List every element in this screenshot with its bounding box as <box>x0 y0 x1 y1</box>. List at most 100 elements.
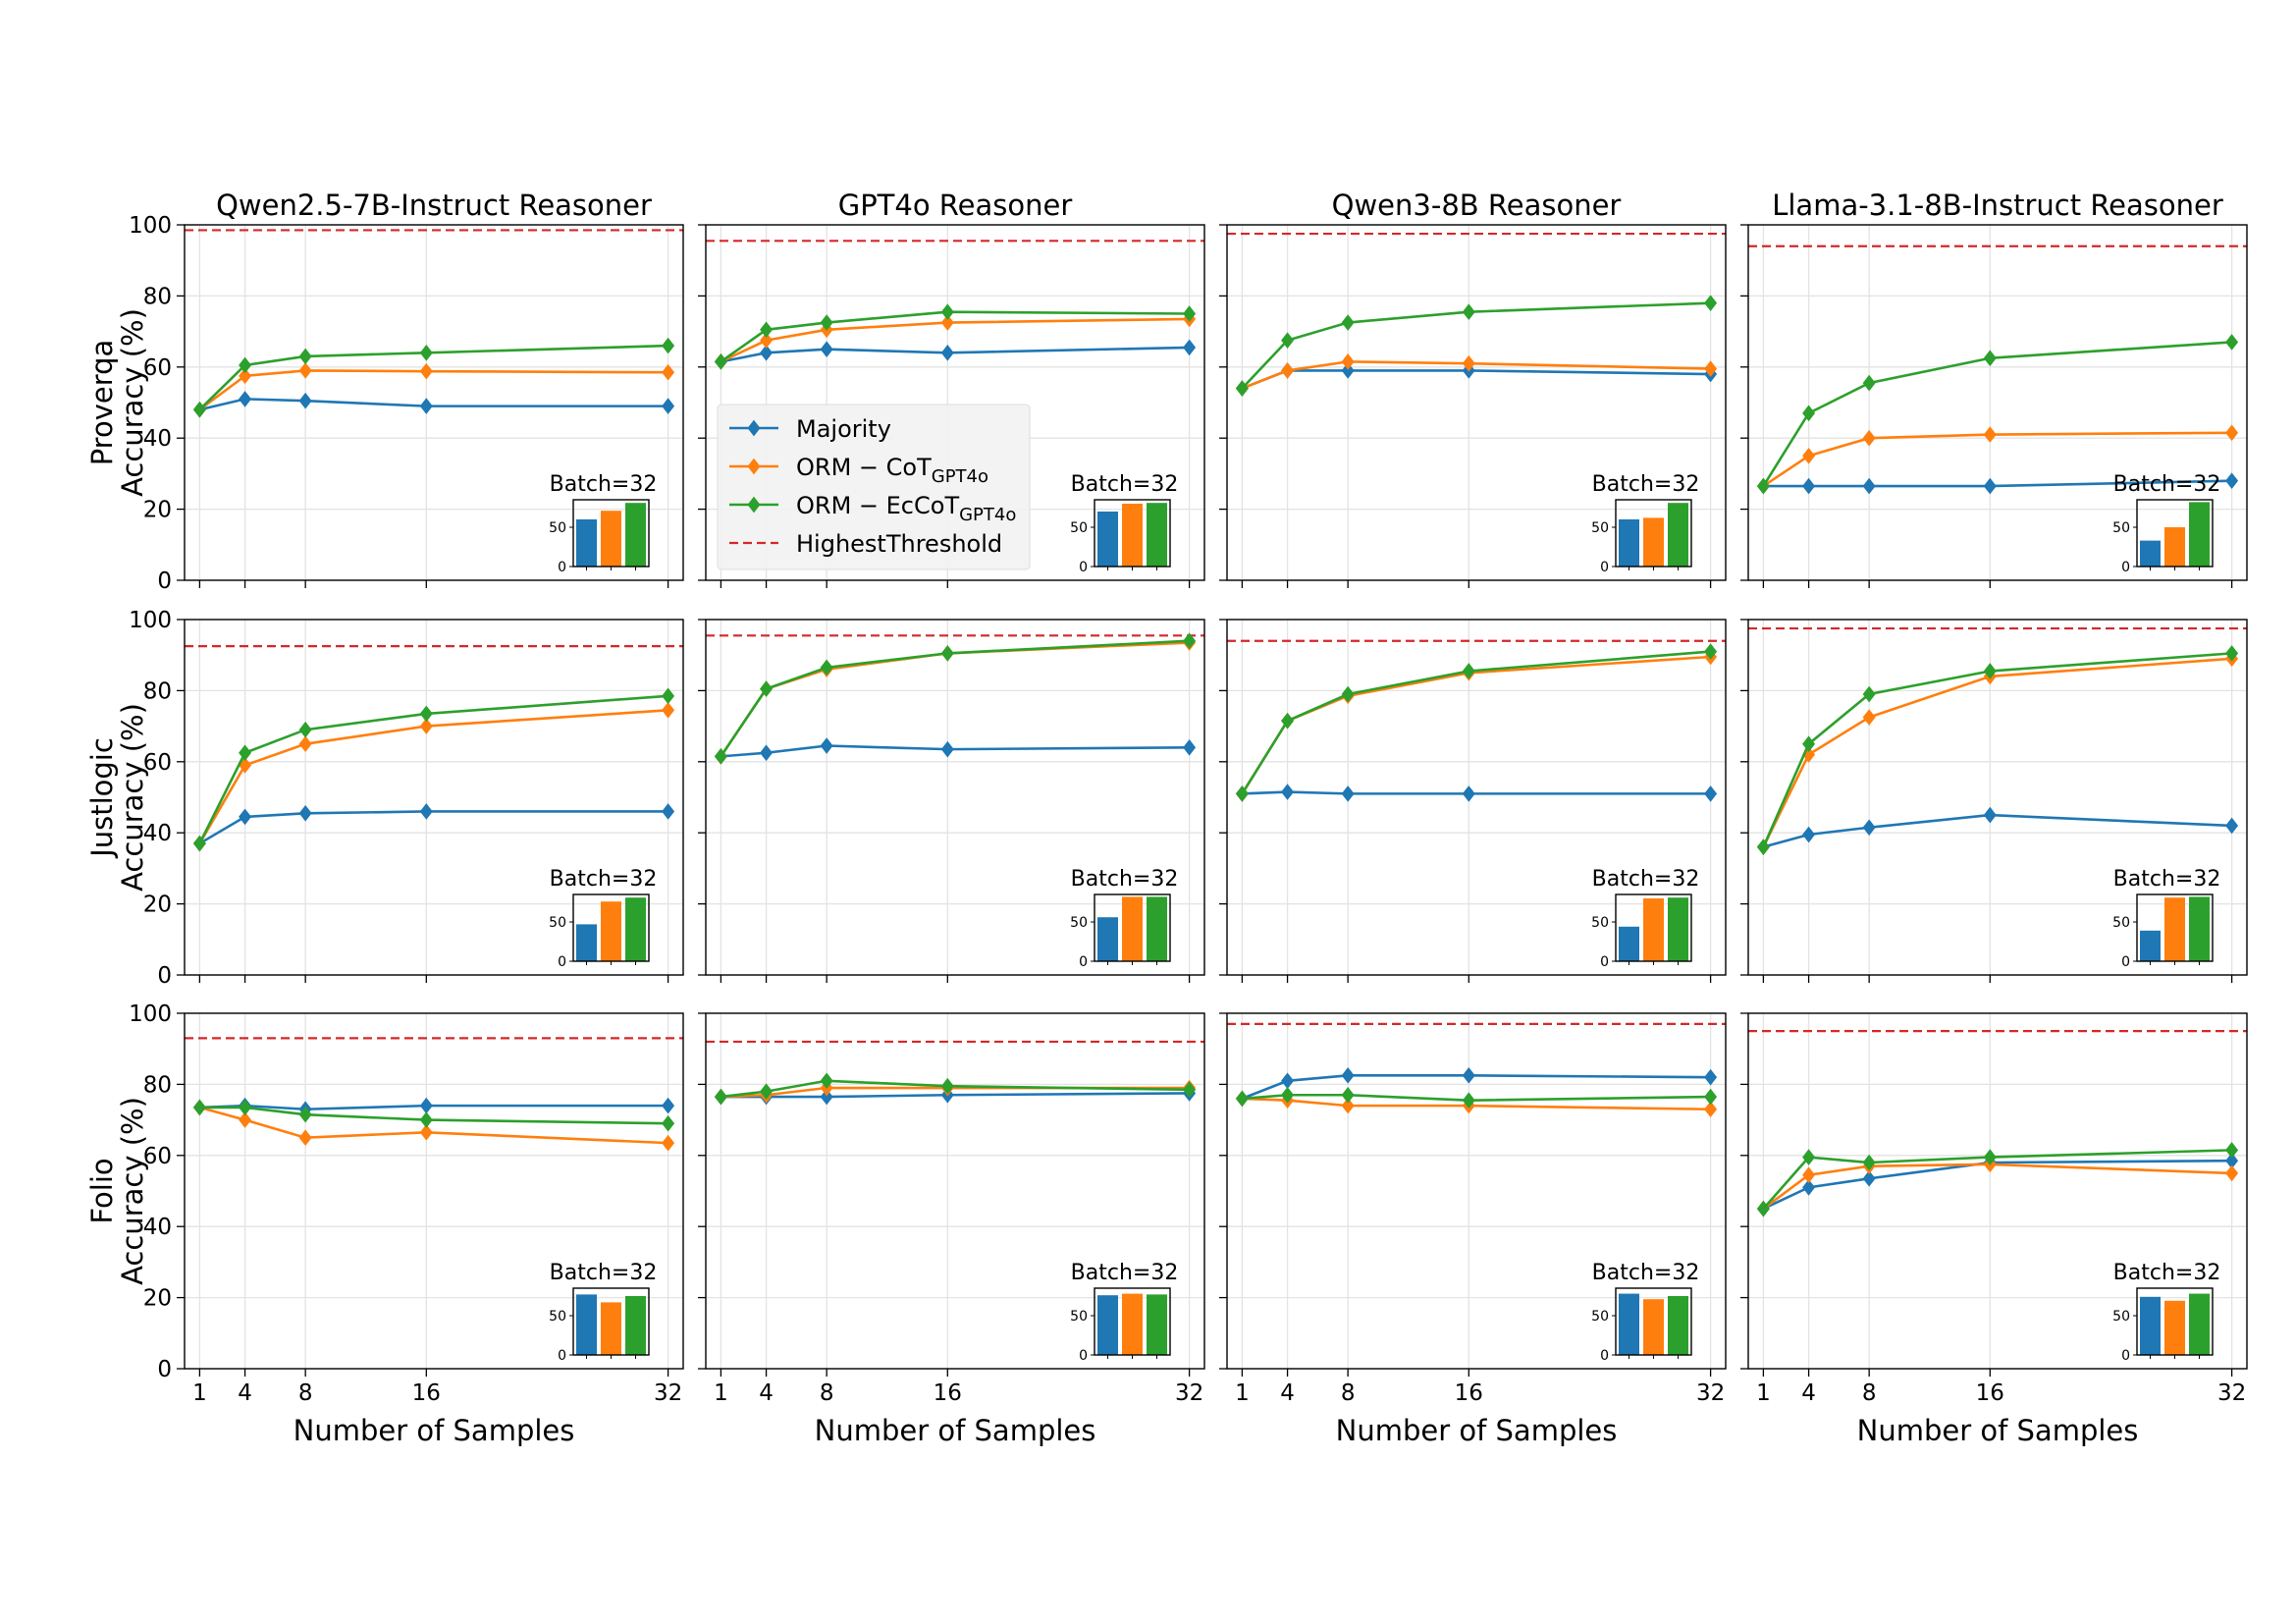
xtick-label-1: 1 <box>714 1380 728 1406</box>
series-line-majority <box>1242 790 1711 795</box>
series-line-orm_cot <box>199 1106 668 1145</box>
point-orm_eccot-16 <box>1983 1149 1997 1165</box>
point-majority-4 <box>1281 784 1295 800</box>
inset-bar-majority <box>576 519 597 567</box>
legend-marker-3 <box>747 496 761 514</box>
point-majority-32 <box>2225 472 2239 489</box>
xtick-label-4: 4 <box>759 1380 774 1406</box>
inset-bar-majority <box>1619 519 1639 567</box>
xtick-label-8: 8 <box>298 1380 313 1406</box>
point-orm_eccot-1 <box>1756 839 1770 855</box>
xtick-label-32: 32 <box>1175 1380 1203 1406</box>
ytick-label-40: 40 <box>143 1215 172 1240</box>
point-orm_cot-4 <box>1802 447 1816 464</box>
ytick-label-100: 100 <box>129 608 172 633</box>
point-orm_eccot-4 <box>239 356 252 374</box>
series-line-orm_eccot <box>1242 1093 1711 1102</box>
series-line-majority <box>721 1092 1190 1099</box>
axes-frame <box>705 619 1205 976</box>
xtick-label-32: 32 <box>654 1380 682 1406</box>
point-orm_eccot-16 <box>1462 303 1475 321</box>
point-orm_eccot-4 <box>1281 1086 1295 1104</box>
inset-bar-chart: 0 50 Batch=32 <box>1070 472 1178 575</box>
ytick-label-100: 100 <box>129 213 172 239</box>
point-orm_eccot-32 <box>2225 334 2239 351</box>
panel-r3-c3: 1 4 8 16 32 Number of Samples 0 50 Batch=32 <box>1219 1012 1727 1447</box>
point-orm_cot-16 <box>1983 426 1997 443</box>
ytick-label-20: 20 <box>143 893 172 918</box>
xtick-label-4: 4 <box>1801 1380 1816 1406</box>
inset-ytick-label-50: 50 <box>1070 1309 1088 1325</box>
inset-bar-chart: 0 50 Batch=32 <box>1591 1261 1699 1364</box>
inset-bar-orm_cot <box>601 1302 621 1355</box>
inset-ytick-label-50: 50 <box>1591 520 1609 536</box>
inset-ytick-label-50: 50 <box>2112 915 2130 931</box>
point-majority-8 <box>1341 785 1355 802</box>
inset-bar-chart: 0 50 Batch=32 <box>2112 867 2220 970</box>
inset-bar-orm_eccot <box>625 503 646 567</box>
point-orm_eccot-1 <box>714 1088 727 1106</box>
point-majority-32 <box>1183 339 1197 356</box>
point-orm_cot-16 <box>419 718 433 734</box>
panel-r3-c1: 1 4 8 16 32 0 20 40 60 80 100 Number of Samples Foli… <box>85 1001 684 1447</box>
inset-ytick-label-50: 50 <box>549 915 566 931</box>
inset-ytick-label-0: 0 <box>2121 560 2130 575</box>
ytick-label-80: 80 <box>143 284 172 309</box>
ytick-label-20: 20 <box>143 498 172 523</box>
ytick-label-80: 80 <box>143 1072 172 1098</box>
point-orm_eccot-4 <box>1281 712 1295 730</box>
inset-bar-orm_eccot <box>1668 1296 1688 1355</box>
point-orm_eccot-16 <box>1462 1092 1475 1109</box>
inset-ytick-label-50: 50 <box>549 1309 566 1325</box>
inset-bar-majority <box>1097 917 1118 961</box>
axes-frame <box>184 224 684 581</box>
x-axis-label: Number of Samples <box>1336 1414 1618 1447</box>
panel-r2-c1: 0 20 40 60 80 100 JustlogicAccuracy (%) 0 50 Batc… <box>85 608 684 989</box>
point-orm_eccot-32 <box>662 687 675 705</box>
xtick-label-8: 8 <box>1341 1380 1356 1406</box>
point-orm_eccot-32 <box>1183 632 1197 650</box>
inset-bar-chart: 0 50 Batch=32 <box>1591 867 1699 970</box>
series-line-orm_eccot <box>1762 1149 2232 1210</box>
point-orm_eccot-16 <box>419 345 433 361</box>
ytick-label-80: 80 <box>143 678 172 704</box>
inset-bar-chart: 0 50 Batch=32 <box>549 1261 657 1364</box>
inset-title: Batch=32 <box>1592 867 1700 892</box>
axes-frame <box>1226 1012 1727 1370</box>
axes-frame <box>705 1012 1205 1370</box>
point-orm_eccot-1 <box>1756 1200 1770 1217</box>
inset-bar-orm_cot <box>1643 1299 1664 1355</box>
point-orm_eccot-1 <box>192 1099 206 1116</box>
series-line-orm_eccot <box>1241 301 1711 390</box>
x-axis-label: Number of Samples <box>294 1414 575 1447</box>
point-orm_eccot-32 <box>2225 645 2239 662</box>
point-majority-4 <box>1802 826 1816 843</box>
series-line-orm_cot <box>1241 655 1711 795</box>
inset-bar-orm_eccot <box>1668 503 1688 567</box>
panel-r3-c4: 1 4 8 16 32 Number of Samples 0 50 Batch=32 <box>1740 1012 2248 1447</box>
xtick-label-16: 16 <box>1455 1380 1483 1406</box>
inset-bar-orm_cot <box>1643 898 1664 961</box>
point-majority-8 <box>1862 477 1876 495</box>
point-majority-16 <box>1462 785 1475 802</box>
axes-frame <box>1747 619 2248 976</box>
inset-bar-majority <box>1619 926 1639 961</box>
panel-r1-c3: Qwen3-8B Reasoner 0 50 Batch=32 <box>1219 189 1727 588</box>
legend-label-1: Majority <box>796 415 891 443</box>
point-orm_cot-8 <box>1862 429 1876 447</box>
y-axis-label-line-1: Proverqa <box>85 340 119 466</box>
series-line-majority <box>1762 1159 2232 1211</box>
point-orm_eccot-16 <box>940 1077 954 1095</box>
xtick-label-4: 4 <box>238 1380 252 1406</box>
inset-bar-majority <box>2140 930 2161 961</box>
point-orm_cot-32 <box>1704 1101 1718 1118</box>
point-orm_eccot-8 <box>820 1072 833 1090</box>
legend-box <box>717 404 1031 570</box>
inset-ytick-label-0: 0 <box>1600 1348 1609 1364</box>
axes-frame <box>184 619 684 976</box>
inset-bar-orm_cot <box>1122 1293 1143 1355</box>
series-line-majority <box>199 398 668 411</box>
ytick-label-0: 0 <box>157 963 172 989</box>
series-line-orm_cot <box>198 369 668 411</box>
point-majority-8 <box>1341 362 1355 379</box>
